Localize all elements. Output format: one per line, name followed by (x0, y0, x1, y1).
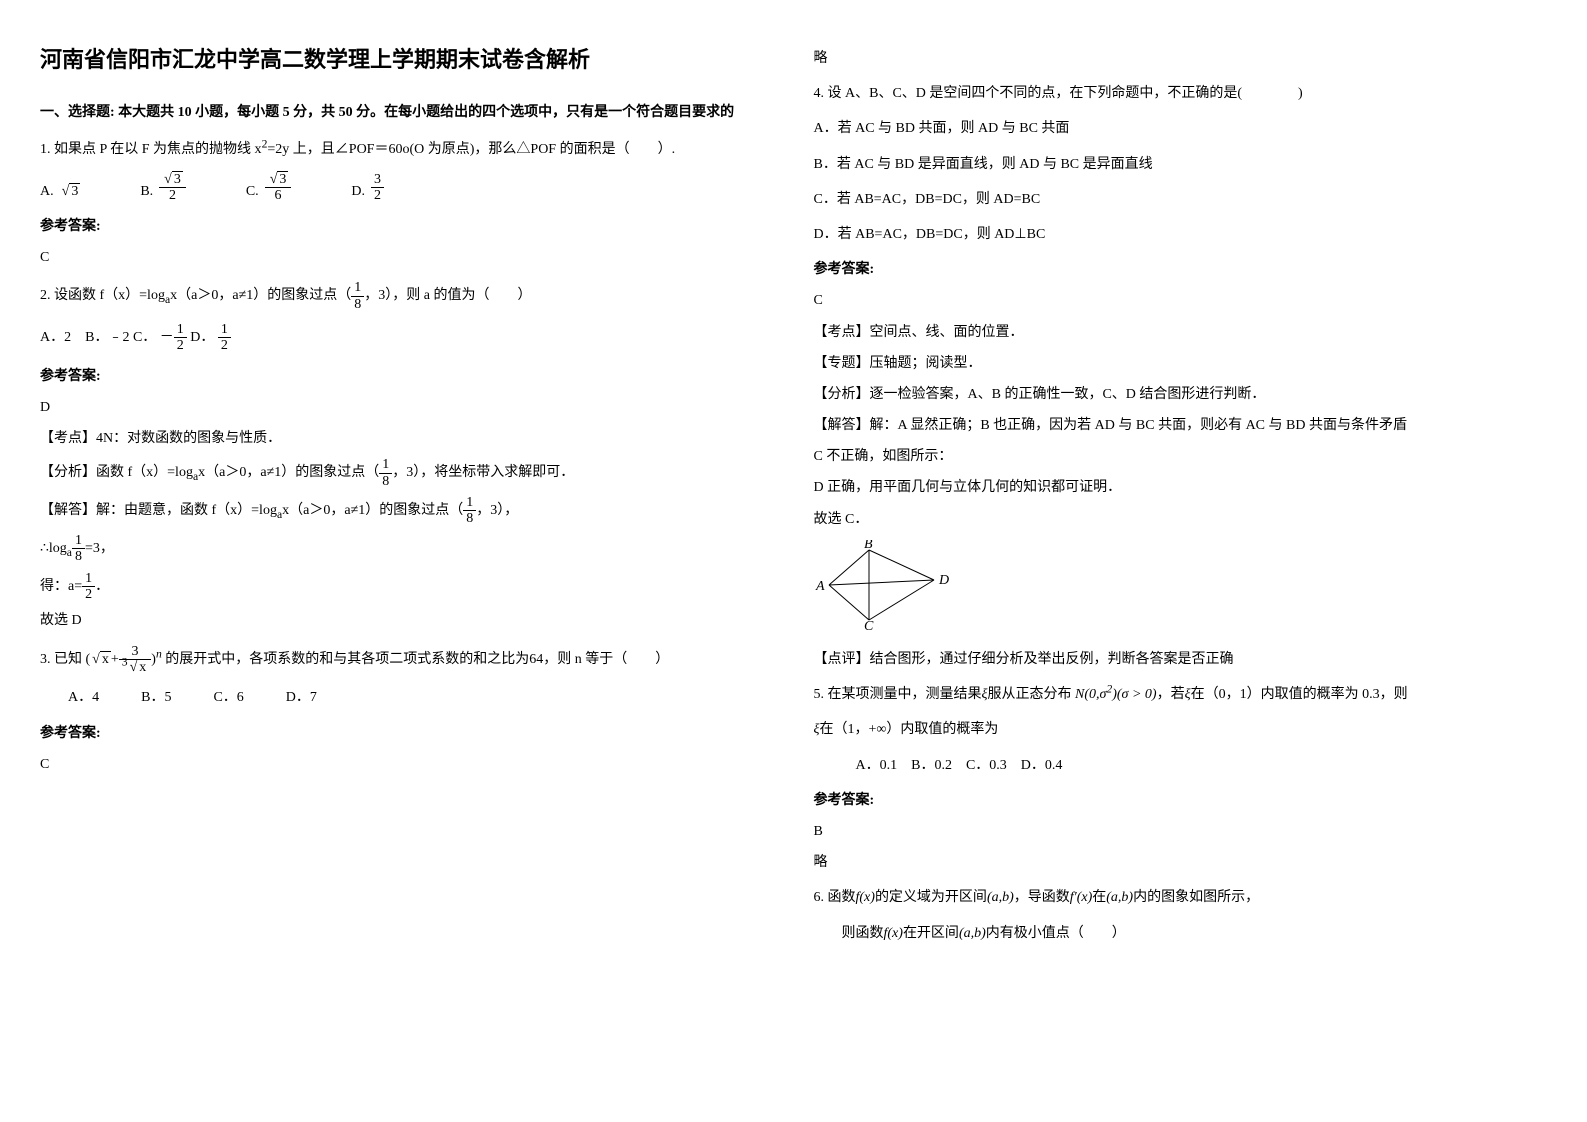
q1-stem-a: 1. 如果点 P 在以 F 为焦点的抛物线 x (40, 142, 262, 157)
diagram-label-c: C (864, 619, 874, 630)
q3-expression: (x+33x)n (86, 652, 166, 667)
diagram-label-b: B (864, 540, 873, 552)
q4-so: 故选 C． (814, 507, 1548, 532)
q4-option-a: A．若 AC 与 BD 共面，则 AD 与 BC 共面 (814, 116, 1548, 141)
q2-log-line: ∴loga18=3， (40, 533, 774, 565)
q1-option-d: D. 3 2 (351, 172, 384, 204)
q2-answer: D (40, 395, 774, 420)
q2-jieda: 【解答】解：由题意，函数 f（x）=logax（a＞0，a≠1）的图象过点（18… (40, 495, 774, 527)
sqrt-icon: x (128, 660, 149, 675)
q4-jieda-1: 【解答】解：A 显然正确；B 也正确，因为若 AD 与 BC 共面，则必有 AC… (814, 413, 1548, 438)
q5-ref-label: 参考答案: (814, 788, 1548, 813)
q2-fenxi: 【分析】函数 f（x）=logax（a＞0，a≠1）的图象过点（18，3），将坐… (40, 457, 774, 489)
q3-ref-label: 参考答案: (40, 721, 774, 746)
right-column: 略 4. 设 A、B、C、D 是空间四个不同的点，在下列命题中，不正确的是( )… (814, 40, 1548, 956)
sqrt-icon: 3 (268, 172, 289, 187)
q2-kaodian: 【考点】4N：对数函数的图象与性质． (40, 426, 774, 451)
q4-jieda-2: C 不正确，如图所示： (814, 444, 1548, 469)
q1-label-a: A. (40, 179, 54, 204)
q1-a-val: 3 (69, 183, 80, 199)
question-1: 1. 如果点 P 在以 F 为焦点的抛物线 x2=2y 上，且∠POF＝60o(… (40, 137, 774, 162)
q3-answer: C (40, 752, 774, 777)
q4-jieda-3: D 正确，用平面几何与立体几何的知识都可证明． (814, 475, 1548, 500)
q1-option-a: A. 3 (40, 179, 80, 204)
q1-label-b: B. (140, 179, 153, 204)
question-6: 6. 函数f(x)的定义域为开区间(a,b)，导函数f′(x)在(a,b)内的图… (814, 885, 1548, 910)
q2-so: 故选 D (40, 608, 774, 633)
q4-option-c: C．若 AB=AC，DB=DC，则 AD=BC (814, 187, 1548, 212)
q1-label-d: D. (351, 179, 365, 204)
q1-option-b: B. 3 2 (140, 172, 186, 204)
q1-c-frac: 3 6 (265, 172, 292, 204)
page-title: 河南省信阳市汇龙中学高二数学理上学期期末试卷含解析 (40, 40, 774, 80)
q4-answer: C (814, 288, 1548, 313)
question-3: 3. 已知 (x+33x)n 的展开式中，各项系数的和与其各项二项式系数的和之比… (40, 644, 774, 676)
q5-options: A．0.1 B．0.2 C．0.3 D．0.4 (814, 753, 1548, 778)
diagram-label-d: D (938, 573, 949, 588)
q2-frac-1-8: 18 (351, 280, 364, 312)
q1-stem-b: =2y 上，且∠POF＝60o(O 为原点)，那么△POF 的面积是（ ）. (267, 142, 675, 157)
sqrt-icon: 3 (60, 179, 81, 204)
q4-fenxi: 【分析】逐一检验答案，A、B 的正确性一致，C、D 结合图形进行判断． (814, 382, 1548, 407)
q6-line2: 则函数f(x)在开区间(a,b)内有极小值点（ ） (814, 921, 1548, 946)
q1-label-c: C. (246, 179, 259, 204)
question-2: 2. 设函数 f（x）=logax（a＞0，a≠1）的图象过点（18，3），则 … (40, 280, 774, 312)
q3-options: A．4 B．5 C．6 D．7 (40, 685, 774, 710)
q5-line2: ξ在（1，+∞）内取值的概率为 (814, 717, 1548, 742)
q1-d-frac: 3 2 (371, 172, 384, 204)
q4-dianping: 【点评】结合图形，通过仔细分析及举出反例，判断各答案是否正确 (814, 647, 1548, 672)
tetrahedron-icon: A B C D (814, 540, 954, 630)
q3-lue: 略 (814, 46, 1548, 71)
q2-get-line: 得：a=12． (40, 571, 774, 603)
q1-option-c: C. 3 6 (246, 172, 292, 204)
q4-diagram: A B C D (814, 540, 1548, 639)
question-4: 4. 设 A、B、C、D 是空间四个不同的点，在下列命题中，不正确的是( ) (814, 81, 1548, 106)
page: 河南省信阳市汇龙中学高二数学理上学期期末试卷含解析 一、选择题: 本大题共 10… (40, 40, 1547, 956)
q4-option-b: B．若 AC 与 BD 是异面直线，则 AD 与 BC 是异面直线 (814, 152, 1548, 177)
left-column: 河南省信阳市汇龙中学高二数学理上学期期末试卷含解析 一、选择题: 本大题共 10… (40, 40, 774, 956)
sqrt-icon: 3 (162, 172, 183, 187)
sqrt-icon: x (90, 647, 111, 672)
q4-ref-label: 参考答案: (814, 257, 1548, 282)
q1-options: A. 3 B. 3 2 C. 3 6 D. 3 (40, 172, 774, 204)
q5-lue: 略 (814, 850, 1548, 875)
q2-ref-label: 参考答案: (40, 364, 774, 389)
q4-option-d: D．若 AB=AC，DB=DC，则 AD⊥BC (814, 222, 1548, 247)
section-1-heading: 一、选择题: 本大题共 10 小题，每小题 5 分，共 50 分。在每小题给出的… (40, 100, 774, 125)
q4-zhuanti: 【专题】压轴题；阅读型． (814, 351, 1548, 376)
q5-answer: B (814, 819, 1548, 844)
q2-options: A．2 B．﹣2 C． －12 D． 12 (40, 322, 774, 354)
diagram-label-a: A (815, 579, 825, 594)
q1-answer: C (40, 245, 774, 270)
q4-kaodian: 【考点】空间点、线、面的位置． (814, 320, 1548, 345)
q1-ref-label: 参考答案: (40, 214, 774, 239)
question-5: 5. 在某项测量中，测量结果ξ服从正态分布 N(0,σ2)(σ > 0)，若ξ在… (814, 682, 1548, 707)
q1-b-frac: 3 2 (159, 172, 186, 204)
